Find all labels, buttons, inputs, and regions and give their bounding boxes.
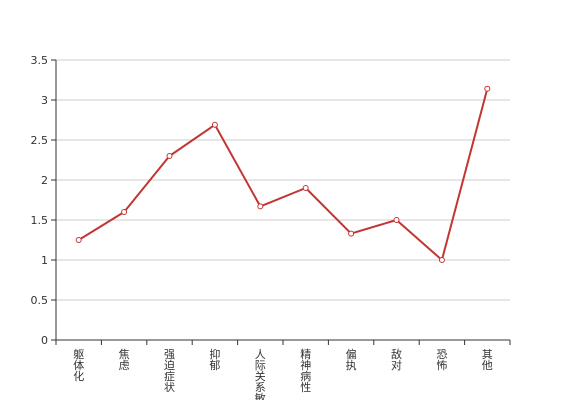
x-tick-label: 偏执	[346, 347, 357, 372]
data-point[interactable]	[121, 209, 128, 215]
x-tick-label: 其他	[482, 348, 493, 372]
x-tick-label: 焦虑	[119, 348, 130, 372]
data-point[interactable]	[302, 185, 309, 191]
y-tick-label: 2	[41, 174, 48, 187]
x-tick-labels: 躯体化 焦虑 强迫症状 抑郁 人际关系敏感 精神病性 偏执 敌对 恐怖 其他	[55, 340, 511, 400]
data-point[interactable]	[75, 237, 82, 243]
y-tick-labels: 0 0.5 1 1.5 2 2.5 3 3.5	[31, 54, 56, 347]
data-point[interactable]	[257, 203, 264, 210]
series-line	[78, 88, 489, 261]
data-point[interactable]	[484, 85, 491, 92]
y-tick-label: 1.5	[31, 214, 49, 227]
y-tick-label: 0.5	[31, 294, 49, 307]
x-tick-label: 敌对	[391, 347, 402, 372]
data-point[interactable]	[348, 230, 355, 237]
data-point[interactable]	[211, 121, 218, 128]
x-tick-label: 强迫症状	[164, 348, 175, 394]
y-tick-label: 2.5	[31, 134, 49, 147]
x-tick-label: 恐怖	[436, 348, 447, 372]
data-point[interactable]	[166, 153, 173, 159]
y-tick-label: 3.5	[31, 54, 49, 67]
x-tick-label: 人际关系敏感	[255, 348, 266, 400]
data-point[interactable]	[438, 257, 445, 263]
axes	[55, 60, 510, 341]
data-point[interactable]	[393, 217, 400, 223]
x-tick-label: 抑郁	[209, 347, 220, 372]
y-tick-label: 3	[41, 94, 48, 107]
x-tick-label: 精神病性	[300, 348, 311, 394]
x-tick-label: 躯体化	[73, 348, 84, 383]
series	[75, 85, 491, 263]
y-tick-label: 0	[41, 334, 48, 347]
y-tick-label: 1	[41, 254, 48, 267]
grid-lines	[56, 59, 510, 301]
